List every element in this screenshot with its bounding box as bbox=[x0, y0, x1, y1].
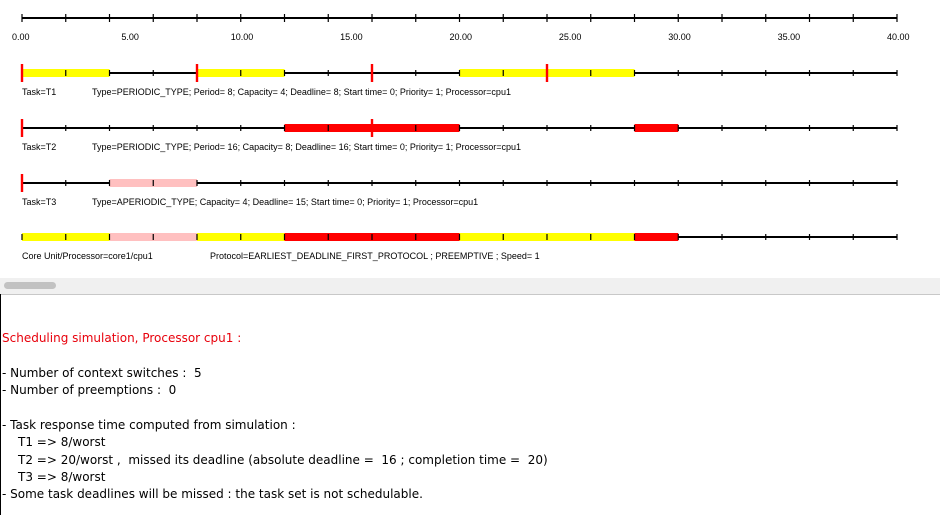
execution-segment-missed bbox=[634, 124, 679, 132]
report-t2-response: T2 => 20/worst , missed its deadline (ab… bbox=[18, 453, 548, 467]
release-marker bbox=[370, 119, 374, 137]
task-t3-info: Type=APERIODIC_TYPE; Capacity= 4; Deadli… bbox=[92, 197, 478, 207]
release-marker bbox=[195, 64, 199, 82]
report-left-border bbox=[0, 294, 1, 515]
release-marker bbox=[370, 64, 374, 82]
release-marker bbox=[20, 119, 24, 137]
tick-label-5: 5.00 bbox=[121, 32, 139, 42]
tick-label-15: 15.00 bbox=[340, 32, 363, 42]
tick-label-0: 0.00 bbox=[12, 32, 30, 42]
release-marker bbox=[20, 174, 24, 192]
tick-label-35: 35.00 bbox=[778, 32, 801, 42]
task-t2-info: Type=PERIODIC_TYPE; Period= 16; Capacity… bbox=[92, 142, 521, 152]
report-heading: Scheduling simulation, Processor cpu1 : bbox=[2, 331, 242, 345]
report-conclusion: - Some task deadlines will be missed : t… bbox=[2, 487, 423, 501]
scheduling-timeline: 0.00 5.00 10.00 15.00 20.00 25.00 30.00 … bbox=[12, 14, 910, 261]
report-preemptions: - Number of preemptions : 0 bbox=[2, 383, 177, 397]
task-t2-gantt bbox=[20, 119, 898, 137]
tick-label-25: 25.00 bbox=[559, 32, 582, 42]
task-t3-gantt bbox=[20, 174, 898, 192]
task-t3-label: Task=T3 bbox=[22, 197, 56, 207]
report-response-title: - Task response time computed from simul… bbox=[2, 418, 296, 432]
tick-label-20: 20.00 bbox=[450, 32, 473, 42]
scrollbar-thumb[interactable] bbox=[4, 282, 56, 289]
task-row-t2: Task=T2 Type=PERIODIC_TYPE; Period= 16; … bbox=[20, 119, 898, 152]
core-unit-label: Core Unit/Processor=core1/cpu1 bbox=[22, 251, 153, 261]
time-axis-labels: 0.00 5.00 10.00 15.00 20.00 25.00 30.00 … bbox=[12, 32, 910, 42]
horizontal-scrollbar[interactable] bbox=[0, 278, 940, 295]
report-t1-response: T1 => 8/worst bbox=[18, 435, 106, 449]
time-axis: 0.00 5.00 10.00 15.00 20.00 25.00 30.00 … bbox=[12, 14, 910, 42]
time-axis-ticks bbox=[21, 14, 898, 22]
report-context-switches: - Number of context switches : 5 bbox=[2, 366, 202, 380]
task-t1-label: Task=T1 bbox=[22, 87, 56, 97]
tick-label-40: 40.00 bbox=[887, 32, 910, 42]
execution-segment-missed bbox=[634, 233, 679, 241]
task-t1-info: Type=PERIODIC_TYPE; Period= 8; Capacity=… bbox=[92, 87, 511, 97]
task-t2-label: Task=T2 bbox=[22, 142, 56, 152]
tick-label-30: 30.00 bbox=[668, 32, 691, 42]
report-t3-response: T3 => 8/worst bbox=[18, 470, 106, 484]
task-row-t3: Task=T3 Type=APERIODIC_TYPE; Capacity= 4… bbox=[20, 174, 898, 207]
core-unit-info: Protocol=EARLIEST_DEADLINE_FIRST_PROTOCO… bbox=[210, 251, 540, 261]
release-marker bbox=[545, 64, 549, 82]
core-unit-row: Core Unit/Processor=core1/cpu1 Protocol=… bbox=[21, 233, 898, 261]
task-t1-gantt bbox=[20, 64, 898, 82]
task-row-t1: Task=T1 Type=PERIODIC_TYPE; Period= 8; C… bbox=[20, 64, 898, 97]
core-unit-gantt bbox=[21, 233, 898, 241]
simulation-report: Scheduling simulation, Processor cpu1 : … bbox=[0, 294, 940, 515]
tick-label-10: 10.00 bbox=[231, 32, 254, 42]
release-marker bbox=[20, 64, 24, 82]
